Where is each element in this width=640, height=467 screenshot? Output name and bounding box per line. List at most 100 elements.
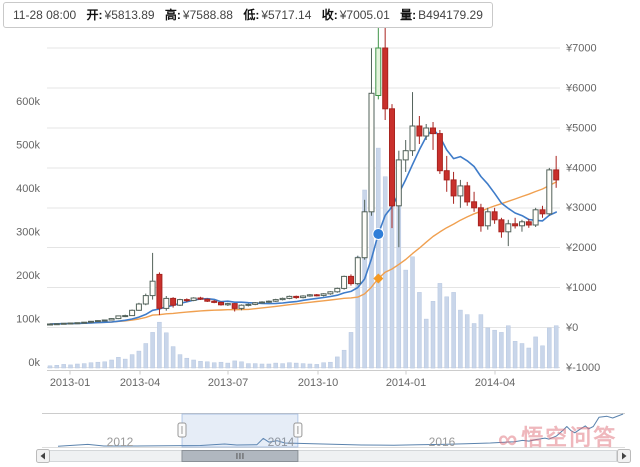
volume-bar <box>328 361 333 369</box>
candle[interactable] <box>47 323 53 326</box>
candle[interactable] <box>67 322 74 325</box>
time-axis-label: 2013-04 <box>120 377 160 389</box>
candle[interactable] <box>197 296 204 300</box>
candle[interactable] <box>402 140 409 172</box>
candle[interactable] <box>129 309 136 317</box>
scrollbar-track[interactable] <box>49 450 617 462</box>
candle[interactable] <box>361 199 368 260</box>
candle[interactable] <box>183 298 190 302</box>
candle[interactable] <box>484 207 491 230</box>
candle[interactable] <box>498 217 505 238</box>
candle[interactable] <box>505 219 512 247</box>
candle[interactable] <box>272 298 279 302</box>
volume-bar <box>225 362 231 369</box>
volume-value: B494179.29 <box>418 8 483 22</box>
candle[interactable] <box>368 48 375 216</box>
candle[interactable] <box>149 252 156 300</box>
candle[interactable] <box>457 179 464 208</box>
candle[interactable] <box>532 207 539 227</box>
candle[interactable] <box>156 272 163 316</box>
candle[interactable] <box>430 122 436 150</box>
candle[interactable] <box>204 298 211 302</box>
candle[interactable] <box>279 297 286 301</box>
candle[interactable] <box>218 301 224 306</box>
candle[interactable] <box>231 303 238 312</box>
candle[interactable] <box>74 322 81 325</box>
candle[interactable] <box>546 167 553 216</box>
candle-body <box>47 323 53 326</box>
candle[interactable] <box>512 217 519 229</box>
candle[interactable] <box>60 322 67 325</box>
candle[interactable] <box>170 297 177 308</box>
candle[interactable] <box>252 302 259 306</box>
candle[interactable] <box>300 295 307 299</box>
candle[interactable] <box>245 303 252 307</box>
candle[interactable] <box>375 24 382 100</box>
navigator-selected-mask[interactable] <box>181 413 299 448</box>
candle[interactable] <box>539 205 546 218</box>
candle-body <box>327 291 334 295</box>
candle[interactable] <box>115 315 122 320</box>
candle[interactable] <box>211 300 218 304</box>
candle[interactable] <box>382 24 389 120</box>
volume-bar <box>95 361 101 369</box>
candle[interactable] <box>142 293 149 306</box>
candle[interactable] <box>313 294 320 297</box>
candle[interactable] <box>423 124 430 140</box>
candle[interactable] <box>320 293 327 297</box>
candle[interactable] <box>224 302 231 306</box>
candle[interactable] <box>443 155 450 192</box>
candle[interactable] <box>519 219 525 232</box>
candle-body <box>156 273 163 309</box>
candle[interactable] <box>101 319 108 322</box>
candle[interactable] <box>81 321 88 324</box>
candle[interactable] <box>553 155 560 188</box>
candle[interactable] <box>53 323 60 326</box>
candle[interactable] <box>464 181 471 206</box>
candle[interactable] <box>265 300 272 303</box>
candle[interactable] <box>334 287 341 293</box>
candle[interactable] <box>525 219 532 228</box>
candle-body <box>416 125 423 137</box>
navigator-year-label: 2014 <box>268 435 295 449</box>
candle[interactable] <box>409 92 416 156</box>
candle[interactable] <box>259 301 265 304</box>
candle-body <box>218 301 224 306</box>
candle[interactable] <box>94 320 101 323</box>
candle[interactable] <box>471 191 478 212</box>
candle[interactable] <box>88 320 94 323</box>
candle[interactable] <box>477 203 484 232</box>
candle[interactable] <box>177 298 183 306</box>
navigator-left-handle[interactable] <box>177 422 187 438</box>
candle[interactable] <box>163 296 170 311</box>
candle[interactable] <box>122 314 129 318</box>
scrollbar-left-arrow-button[interactable] <box>36 449 50 463</box>
candle[interactable] <box>327 291 334 295</box>
candle[interactable] <box>436 130 443 174</box>
candle[interactable] <box>416 116 423 144</box>
candle[interactable] <box>190 297 197 302</box>
candle[interactable] <box>348 274 354 286</box>
candle-body <box>101 319 108 322</box>
volume-bar <box>307 363 313 369</box>
candle[interactable] <box>108 318 115 321</box>
volume-bar <box>519 343 525 369</box>
volume-bar <box>526 347 532 369</box>
candle[interactable] <box>389 104 395 229</box>
candle[interactable] <box>341 275 348 290</box>
candle[interactable] <box>450 171 457 204</box>
candle-body <box>142 295 149 305</box>
scrollbar-right-arrow-button[interactable] <box>617 449 631 463</box>
candle[interactable] <box>135 302 142 311</box>
candle-body <box>74 322 81 325</box>
candle[interactable] <box>293 295 300 299</box>
candle[interactable] <box>491 207 498 224</box>
candle[interactable] <box>395 150 402 248</box>
candle-body <box>341 275 348 289</box>
candle[interactable] <box>238 304 245 311</box>
candle[interactable] <box>286 295 293 300</box>
candle[interactable] <box>306 294 313 297</box>
navigator-right-handle[interactable] <box>293 422 303 438</box>
candle[interactable] <box>354 255 361 286</box>
